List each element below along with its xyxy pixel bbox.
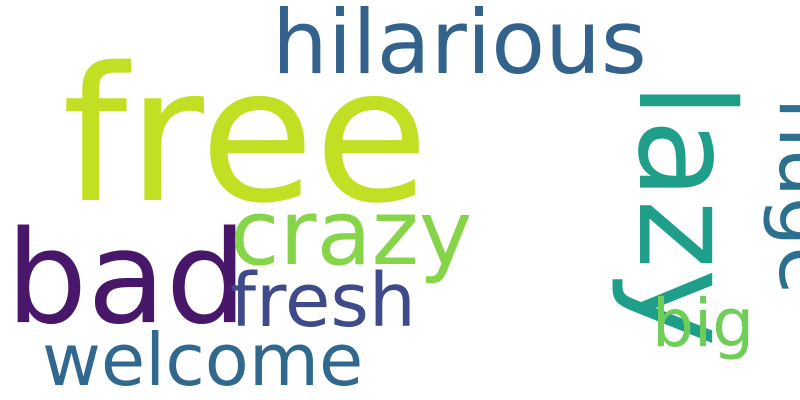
word-lazy: lazy [608,82,762,347]
word-bad: bad [6,204,247,353]
word-free: free [62,27,429,244]
word-big: big [652,285,754,362]
word-welcome: welcome [42,318,363,400]
word-fresh: fresh [230,258,416,344]
word-crazy: crazy [230,181,472,286]
word-huge: huge [761,98,800,294]
word-hilarious: hilarious [272,0,647,94]
